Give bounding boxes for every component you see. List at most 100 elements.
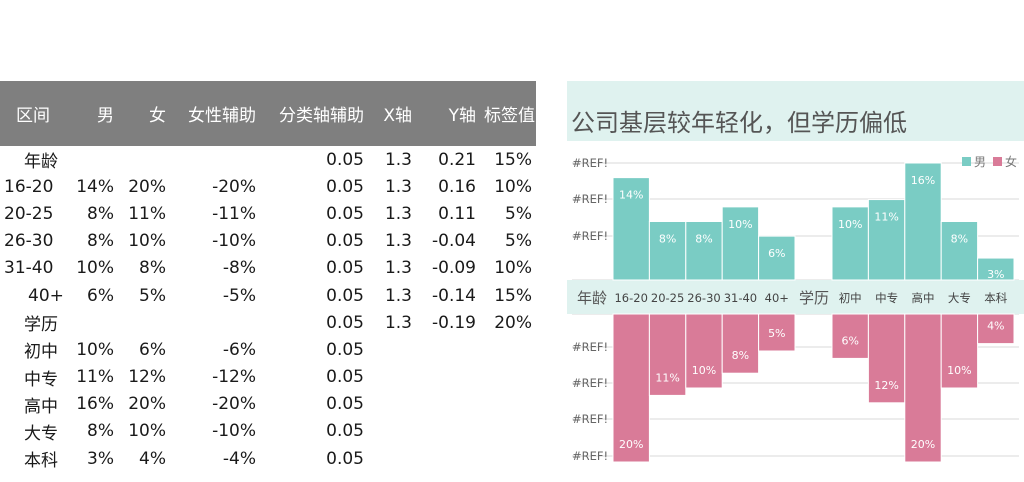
header-y-axis: Y轴 [448, 106, 476, 126]
legend-swatch-male [962, 157, 971, 166]
cell-y-axis [416, 391, 480, 418]
cell-x-axis: 1.3 [384, 285, 412, 306]
cell-label-value [480, 445, 536, 472]
cell-female: 10% [128, 231, 166, 252]
data-label-male: 10% [838, 218, 862, 231]
legend: 男 女 [962, 154, 1017, 169]
cell-x-axis [368, 418, 416, 445]
data-label-male: 6% [768, 247, 785, 260]
y-tick-label: #REF! [572, 449, 608, 463]
cell-x-axis: 1.3 [384, 149, 412, 170]
cell-female: 20% [128, 176, 166, 197]
data-label-male: 8% [659, 233, 676, 246]
cell-category-axis-helper: 0.05 [326, 421, 364, 442]
bar-female-20-25 [648, 313, 687, 396]
cell-female [118, 146, 170, 173]
cell-interval: 高中 [24, 396, 58, 417]
cell-male: 11% [76, 367, 114, 388]
cell-female-helper: -12% [212, 367, 256, 388]
data-label-male: 16% [911, 174, 935, 187]
table-row: 学历 0.05 1.3 -0.19 20% [0, 309, 536, 336]
bar-male-20-25 [648, 221, 687, 281]
cell-interval: 学历 [24, 315, 58, 336]
table-row: 40+ 6% 5% -5% 0.05 1.3 -0.14 15% [0, 282, 536, 309]
cell-female-helper: -20% [212, 176, 256, 197]
cell-x-axis [368, 391, 416, 418]
cell-category-axis-helper: 0.05 [326, 394, 364, 415]
header-female: 女 [149, 106, 166, 126]
cell-male: 6% [87, 285, 114, 306]
cell-label-value: 5% [505, 231, 532, 252]
bar-female-中专 [867, 313, 906, 404]
cell-interval: 40+ [28, 285, 64, 306]
cell-male: 8% [87, 421, 114, 442]
cell-y-axis: 0.21 [438, 149, 476, 170]
chart-panel: 公司基层较年轻化，但学历偏低 14% 20% 8% 11% 8% 10% 10% 8% 6% 5%… [567, 81, 1024, 476]
cell-x-axis [368, 445, 416, 472]
group-label-education: 学历 [799, 289, 829, 307]
bar-male-31-40 [721, 206, 760, 281]
cell-x-axis: 1.3 [384, 176, 412, 197]
bar-male-高中 [904, 162, 942, 281]
cell-y-axis [416, 445, 480, 472]
table-row: 年龄 0.05 1.3 0.21 15% [0, 146, 536, 173]
cell-category-axis-helper: 0.05 [326, 339, 364, 360]
data-label-female: 5% [768, 327, 785, 340]
cell-label-value: 20% [494, 312, 532, 333]
cell-female-helper: -8% [222, 258, 256, 279]
cell-category-axis-helper: 0.05 [326, 176, 364, 197]
cell-label-value [480, 364, 536, 391]
table-row: 中专 11% 12% -12% 0.05 [0, 364, 536, 391]
header-interval: 区间 [16, 106, 50, 126]
category-label: 31-40 [724, 291, 757, 305]
cell-y-axis [416, 418, 480, 445]
cell-label-value: 15% [494, 285, 532, 306]
bar-female-31-40 [721, 313, 760, 374]
header-x-axis: X轴 [383, 106, 412, 126]
data-label-female: 11% [655, 371, 679, 384]
bar-male-本科 [977, 257, 1015, 281]
y-tick-label: #REF! [572, 229, 608, 243]
cell-x-axis: 1.3 [384, 203, 412, 224]
cell-female: 12% [128, 367, 166, 388]
category-label: 20-25 [651, 291, 684, 305]
category-label: 40+ [765, 291, 789, 305]
cell-interval: 大专 [24, 423, 58, 444]
category-label: 16-20 [614, 291, 647, 305]
cell-female-helper: -6% [222, 339, 256, 360]
cell-female [118, 309, 170, 336]
table-row: 16-20 14% 20% -20% 0.05 1.3 0.16 10% [0, 173, 536, 200]
cell-category-axis-helper: 0.05 [326, 312, 364, 333]
cell-female: 4% [139, 448, 166, 469]
bar-female-本科 [977, 313, 1015, 345]
cell-category-axis-helper: 0.05 [326, 231, 364, 252]
category-label: 26-30 [687, 291, 720, 305]
data-label-female: 10% [692, 364, 716, 377]
y-tick-label: #REF! [572, 156, 608, 170]
cell-y-axis [416, 336, 480, 363]
data-label-female: 10% [947, 364, 971, 377]
bar-male-16-20 [612, 177, 650, 281]
cell-y-axis: -0.09 [432, 258, 476, 279]
header-female-helper: 女性辅助 [188, 106, 256, 126]
data-label-female: 20% [619, 438, 643, 451]
bar-male-26-30 [685, 221, 723, 281]
header-label-value: 标签值 [484, 106, 535, 126]
bar-female-初中 [831, 313, 869, 359]
cell-interval: 年龄 [24, 152, 58, 173]
chart-title: 公司基层较年轻化，但学历偏低 [571, 109, 907, 137]
category-label: 中专 [875, 291, 898, 305]
cell-category-axis-helper: 0.05 [326, 448, 364, 469]
cell-interval: 16-20 [4, 176, 54, 197]
cell-category-axis-helper: 0.05 [326, 367, 364, 388]
cell-x-axis: 1.3 [384, 312, 412, 333]
cell-male [66, 146, 118, 173]
cell-interval: 20-25 [4, 203, 54, 224]
cell-male [66, 309, 118, 336]
cell-female-helper [170, 146, 260, 173]
cell-category-axis-helper: 0.05 [326, 285, 364, 306]
data-label-male: 14% [619, 189, 643, 202]
cell-label-value: 10% [494, 176, 532, 197]
cell-female: 11% [128, 203, 166, 224]
data-table: 区间 男 女 女性辅助 分类轴辅助 X轴 Y轴 标签值 年龄 0.05 1.3 0.2… [0, 81, 536, 472]
